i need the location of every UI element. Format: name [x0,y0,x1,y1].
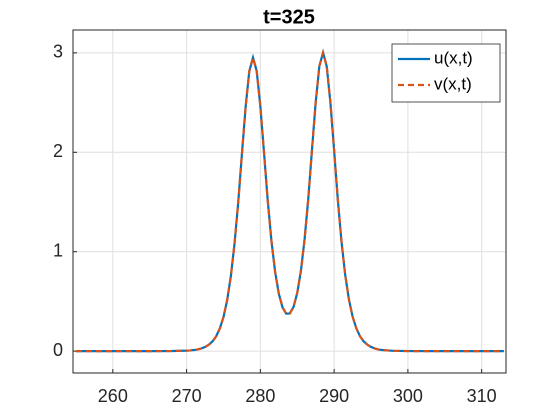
axes-box [72,29,507,374]
x-tick-label: 280 [245,386,275,406]
x-tick-label: 270 [172,386,202,406]
x-tick-label: 260 [98,386,128,406]
y-tick-label: 1 [53,240,63,260]
x-tick-label: 300 [393,386,423,406]
legend-box [391,43,501,103]
y-tick-label: 2 [53,141,63,161]
series-line [75,48,504,353]
y-tick-label: 3 [53,42,63,62]
y-tick-label: 0 [53,340,63,360]
legend-label: u(x,t) [434,48,473,67]
chart-title: t=325 [263,6,315,28]
x-tick-label: 290 [319,386,349,406]
x-tick-label: 310 [467,386,497,406]
legend-label: v(x,t) [434,74,472,93]
